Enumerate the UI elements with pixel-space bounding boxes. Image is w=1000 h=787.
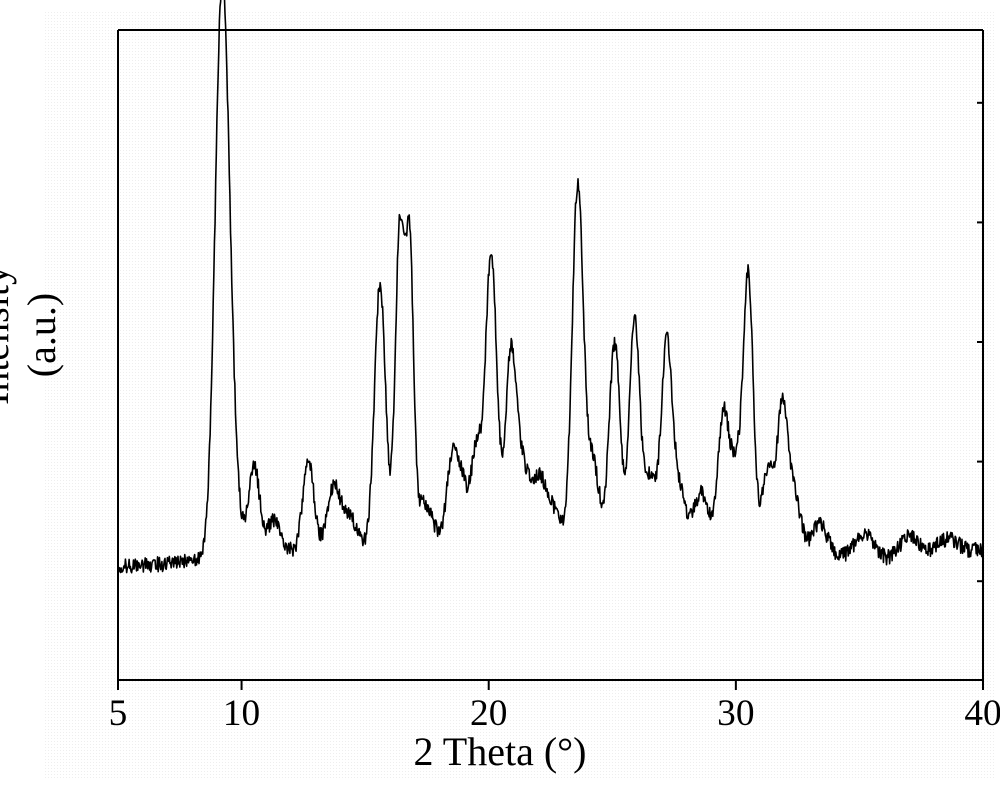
plot-svg: [0, 0, 1000, 787]
x-tick-label: 30: [696, 692, 776, 735]
x-tick-label: 40: [943, 692, 1000, 735]
x-axis-label: 2 Theta (°): [0, 728, 1000, 775]
y-axis-label: Intensity (a.u.): [0, 225, 65, 445]
x-tick-label: 20: [449, 692, 529, 735]
x-tick-label: 10: [202, 692, 282, 735]
xrd-figure: 2 Theta (°) Intensity (a.u.) 5 10 20 30 40: [0, 0, 1000, 787]
xrd-trace: [118, 0, 983, 573]
x-tick-label: 5: [78, 692, 158, 735]
